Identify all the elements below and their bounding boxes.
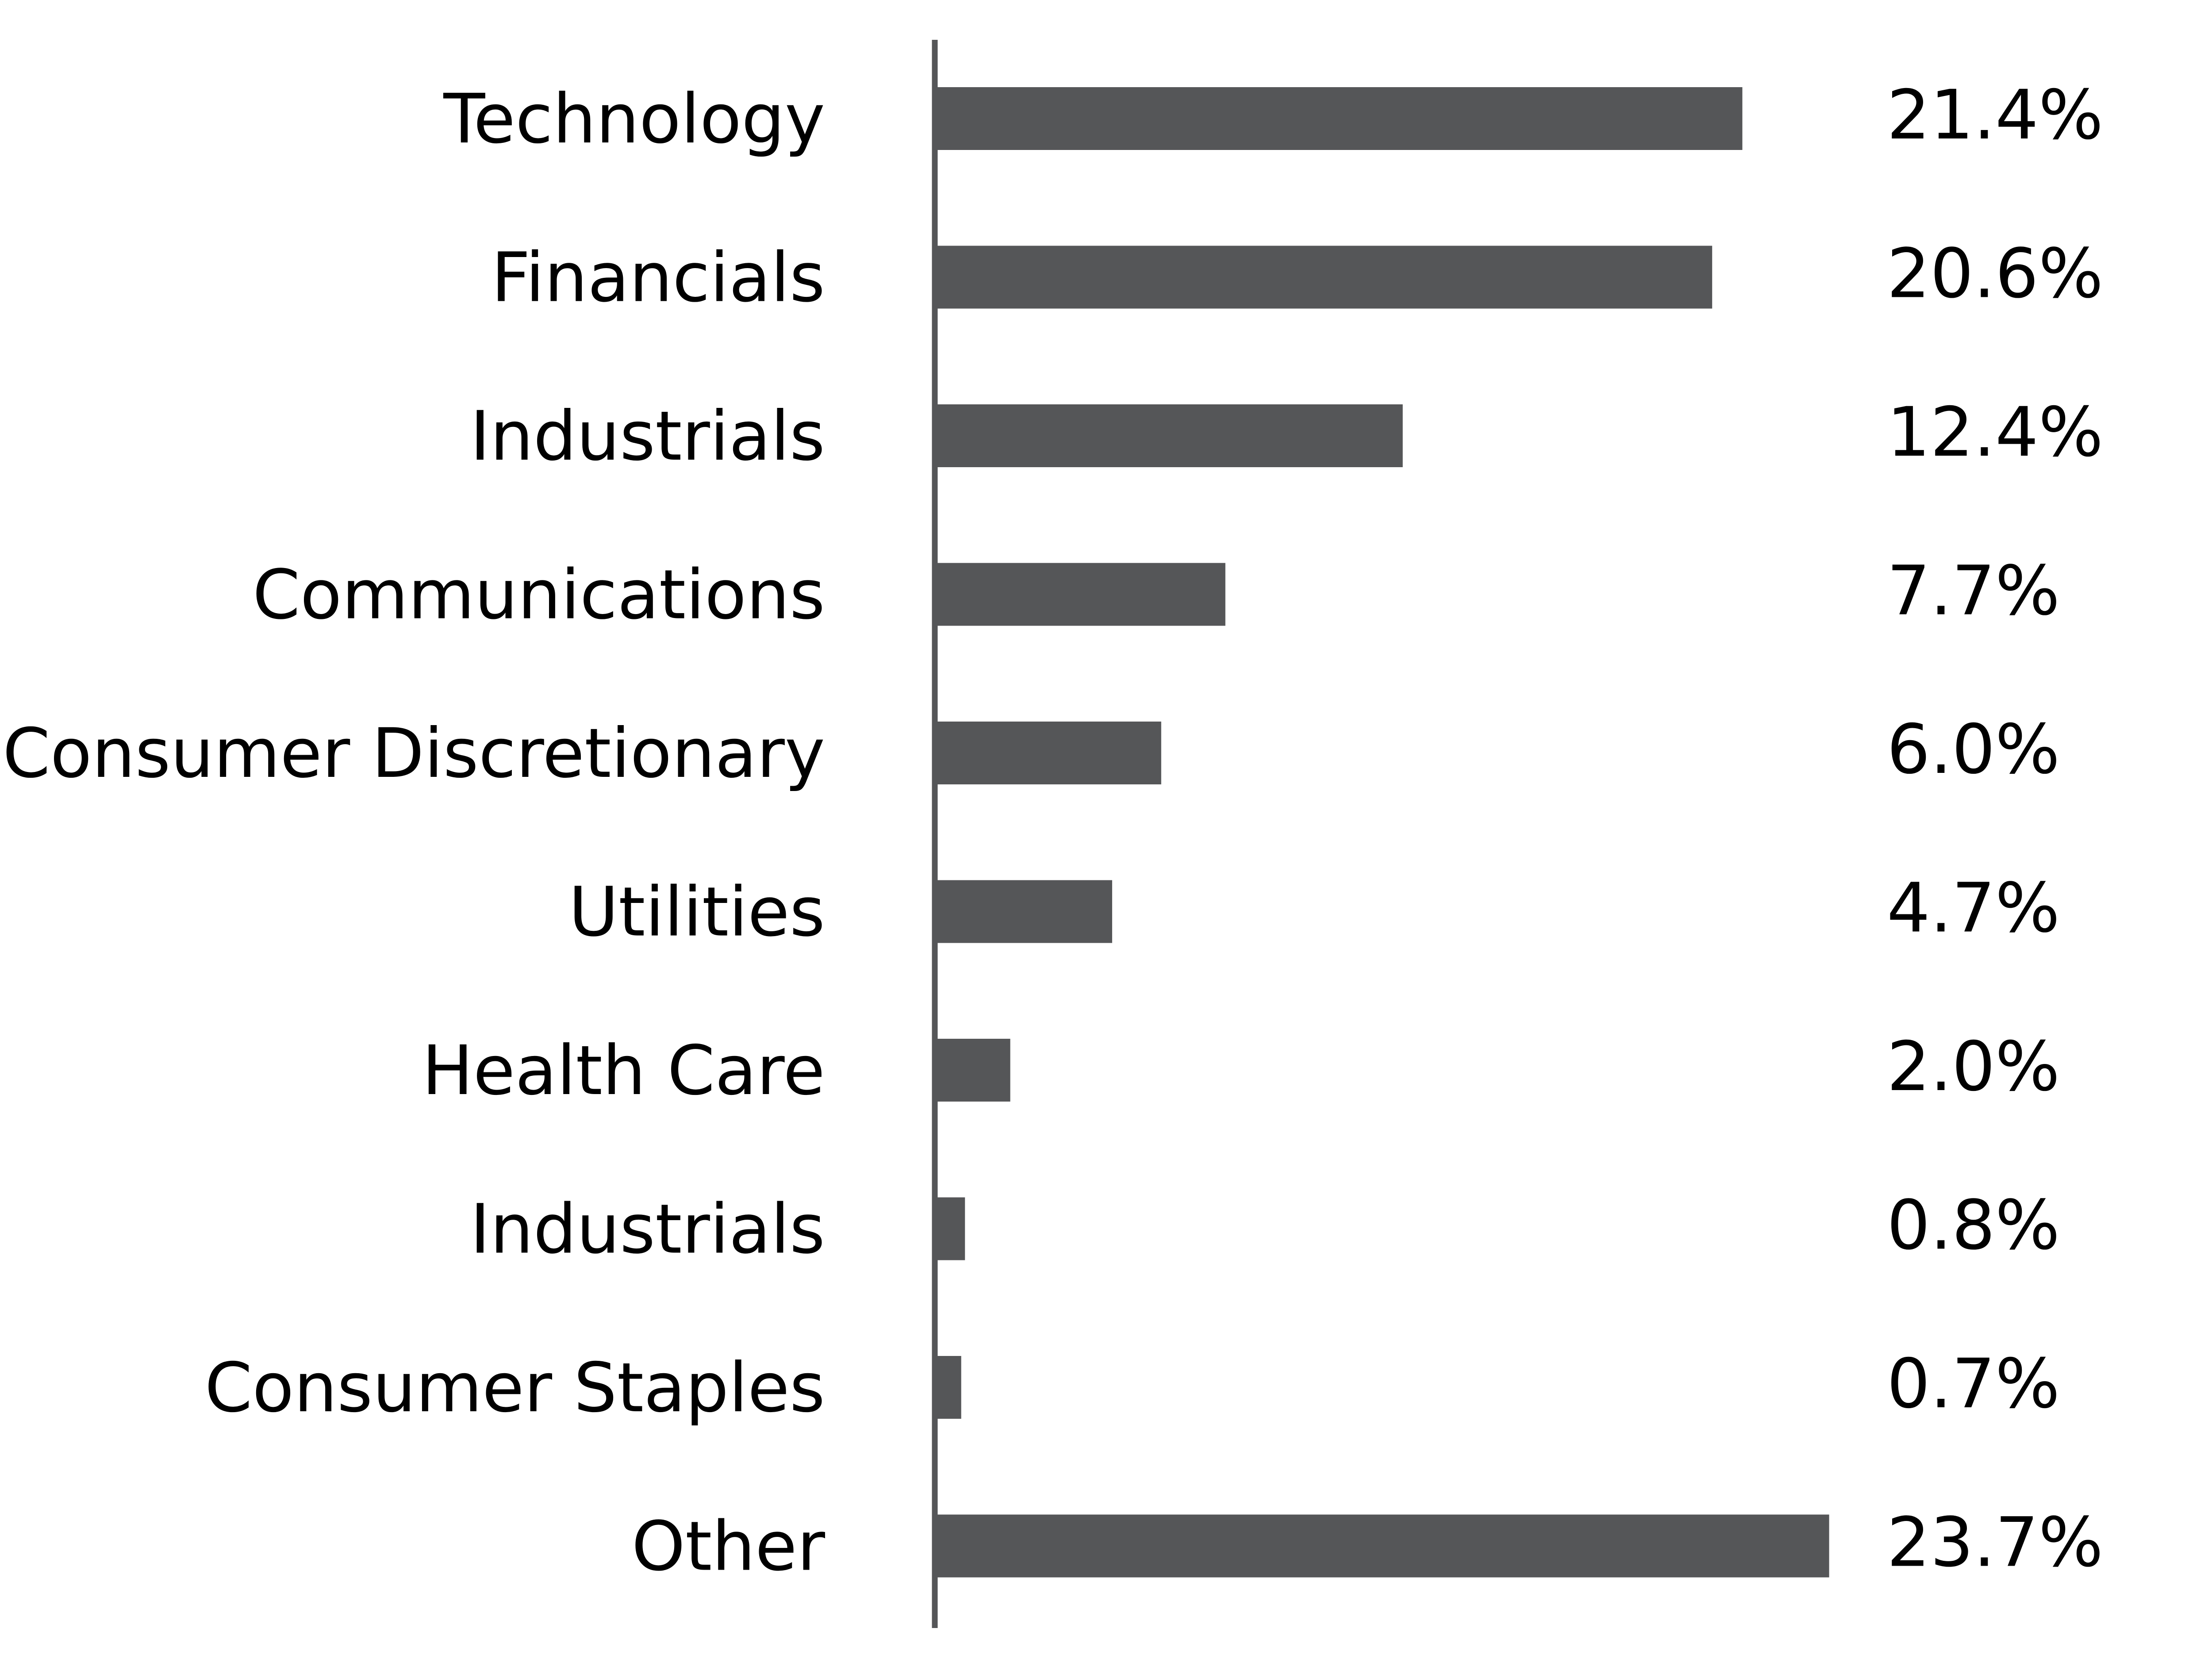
value-label: 12.4% [1887, 393, 2103, 472]
bar-0 [935, 87, 1743, 150]
bar-1 [935, 246, 1713, 309]
value-label: 2.0% [1887, 1027, 2060, 1106]
category-label: Utilities [568, 873, 825, 952]
value-label: 6.0% [1887, 710, 2060, 789]
category-label: Other [632, 1507, 826, 1586]
value-label: 0.8% [1887, 1186, 2060, 1265]
category-label: Consumer Discretionary [3, 714, 825, 793]
category-label: Industrials [470, 1190, 825, 1269]
bar-3 [935, 563, 1225, 626]
bar-6 [935, 1039, 1010, 1102]
value-label: 23.7% [1887, 1503, 2103, 1582]
value-labels: 21.4% 20.6% 12.4% 7.7% 6.0% 4.7% 2.0% 0.8% 0.7% 2… [1887, 76, 2103, 1582]
category-label: Technology [443, 80, 825, 159]
category-label: Communications [253, 556, 825, 635]
value-label: 0.7% [1887, 1344, 2060, 1424]
bar-8 [935, 1356, 961, 1419]
category-label: Health Care [422, 1031, 825, 1110]
category-label: Financials [491, 238, 825, 318]
bars-group [935, 87, 1829, 1578]
category-labels: Technology Financials Industrials Communica… [3, 80, 826, 1586]
category-label: Industrials [470, 397, 825, 476]
bar-2 [935, 404, 1403, 467]
bar-9 [935, 1514, 1829, 1578]
bar-4 [935, 722, 1161, 784]
category-label: Consumer Staples [205, 1348, 825, 1428]
value-label: 4.7% [1887, 869, 2060, 948]
value-label: 7.7% [1887, 552, 2060, 631]
bar-5 [935, 880, 1112, 943]
value-label: 20.6% [1887, 234, 2103, 314]
value-label: 21.4% [1887, 76, 2103, 155]
bar-7 [935, 1197, 965, 1260]
